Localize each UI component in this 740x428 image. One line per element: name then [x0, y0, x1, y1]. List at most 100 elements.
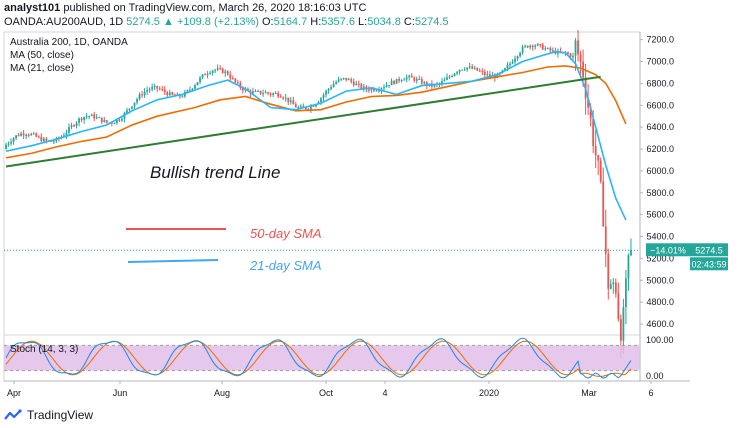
- candle-body: [536, 43, 539, 46]
- candle-body: [194, 85, 196, 89]
- last-price-tag-value: 5274.5: [695, 245, 723, 255]
- legend-ma50[interactable]: MA (50, close): [10, 50, 74, 61]
- stoch-title[interactable]: Stoch (14, 3, 3): [10, 344, 78, 355]
- candle-body: [619, 319, 622, 341]
- candle-body: [30, 133, 33, 136]
- candle-body: [506, 65, 509, 69]
- candle-body: [186, 90, 189, 92]
- candle-body: [531, 45, 534, 48]
- candle-body: [551, 50, 554, 52]
- candle-body: [599, 160, 602, 182]
- candle-body: [337, 79, 340, 82]
- candle-body: [98, 117, 101, 119]
- candle-body: [504, 68, 506, 71]
- candle-body: [239, 83, 242, 88]
- candle-body: [133, 102, 136, 107]
- price-change: ▲ +109.8 (+2.13%): [163, 16, 259, 28]
- x-tick-label: Mar: [581, 388, 597, 398]
- candle-body: [231, 78, 234, 80]
- candle-body: [254, 91, 257, 93]
- last-price: 5274.5: [126, 16, 160, 28]
- chart-header: analyst101 published on TradingView.com,…: [0, 0, 740, 30]
- ohlc-open-value: 5164.7: [273, 16, 308, 28]
- candle-body: [390, 80, 393, 86]
- series-line-0: [5, 65, 627, 159]
- candle-body: [446, 77, 448, 80]
- candle-body: [103, 120, 106, 123]
- candle-body: [400, 80, 403, 82]
- y-tick-label: 5600.0: [646, 210, 674, 220]
- candle-body: [320, 98, 322, 102]
- candle-body: [415, 78, 418, 81]
- stoch-tick-0: 0.00: [646, 371, 664, 381]
- candle-body: [40, 136, 43, 142]
- candle-body: [211, 70, 214, 73]
- candle-body: [247, 88, 249, 91]
- candle-body: [413, 77, 416, 81]
- candle-body: [262, 93, 264, 95]
- candle-body: [100, 117, 103, 123]
- candle-body: [521, 46, 524, 53]
- candle-body: [83, 116, 86, 120]
- candle-body: [514, 58, 516, 63]
- candle-body: [395, 78, 398, 84]
- candle-body: [388, 85, 390, 87]
- stochastic-pane: Stoch (14, 3, 3) 100.00 0.00: [4, 335, 674, 381]
- x-tick-label: Oct: [319, 388, 334, 398]
- candle-body: [476, 67, 479, 71]
- author-name[interactable]: analyst101: [4, 2, 61, 14]
- candle-body: [148, 89, 151, 91]
- candle-body: [221, 68, 224, 74]
- candle-body: [468, 66, 471, 68]
- candle-body: [488, 74, 491, 77]
- candle-body: [352, 81, 355, 86]
- stoch-k-line: [5, 337, 632, 379]
- candle-body: [403, 79, 406, 81]
- y-tick-label: 6000.0: [646, 166, 674, 176]
- sma50-annotation: 50-day SMA: [250, 226, 322, 241]
- tradingview-brand[interactable]: TradingView: [27, 408, 94, 422]
- candle-body: [630, 250, 632, 256]
- candle-body: [461, 69, 464, 71]
- candle-body: [612, 282, 615, 285]
- y-tick-label: 6600.0: [646, 100, 674, 110]
- candle-body: [378, 90, 380, 92]
- candle-body: [7, 143, 10, 145]
- candle-body: [163, 89, 166, 93]
- candle-body: [310, 106, 312, 110]
- candle-body: [45, 138, 48, 141]
- symbol-label[interactable]: OANDA:AU200AUD, 1D: [4, 16, 124, 28]
- candle-body: [509, 63, 511, 66]
- candle-body: [574, 40, 577, 56]
- candle-body: [609, 284, 612, 289]
- candle-body: [347, 79, 350, 81]
- series-line-2: [5, 75, 601, 168]
- candle-body: [362, 86, 365, 89]
- candle-body: [284, 97, 287, 99]
- y-tick-label: 5400.0: [646, 232, 674, 242]
- candle-body: [367, 89, 370, 91]
- candle-body: [393, 80, 395, 84]
- footer: TradingView: [4, 404, 93, 426]
- tradingview-logo-icon: [4, 409, 22, 420]
- candle-body: [529, 45, 532, 48]
- symbol-info: OANDA:AU200AUD, 1D 5274.5 ▲ +109.8 (+2.1…: [4, 16, 449, 28]
- series-lines: [5, 50, 627, 221]
- candle-body: [171, 92, 174, 95]
- candle-body: [146, 90, 149, 92]
- candle-body: [269, 93, 272, 95]
- price-chart[interactable]: 4600.0 4800.0 5000.0 5200.0 5400.0 5600.0 5800…: [0, 30, 740, 404]
- candle-body: [236, 82, 239, 84]
- candle-body: [17, 135, 20, 137]
- candle-body: [312, 106, 315, 108]
- candle-body: [448, 76, 451, 78]
- y-axis: 4600.0 4800.0 5000.0 5200.0 5400.0 5600.0 5800…: [640, 35, 674, 329]
- candle-body: [68, 127, 70, 133]
- candle-body: [35, 133, 38, 137]
- candle-body: [383, 87, 385, 89]
- candle-body: [80, 118, 83, 120]
- candle-body: [272, 93, 275, 95]
- candle-body: [534, 45, 537, 48]
- legend-ma21[interactable]: MA (21, close): [10, 63, 74, 74]
- candle-body: [229, 74, 232, 79]
